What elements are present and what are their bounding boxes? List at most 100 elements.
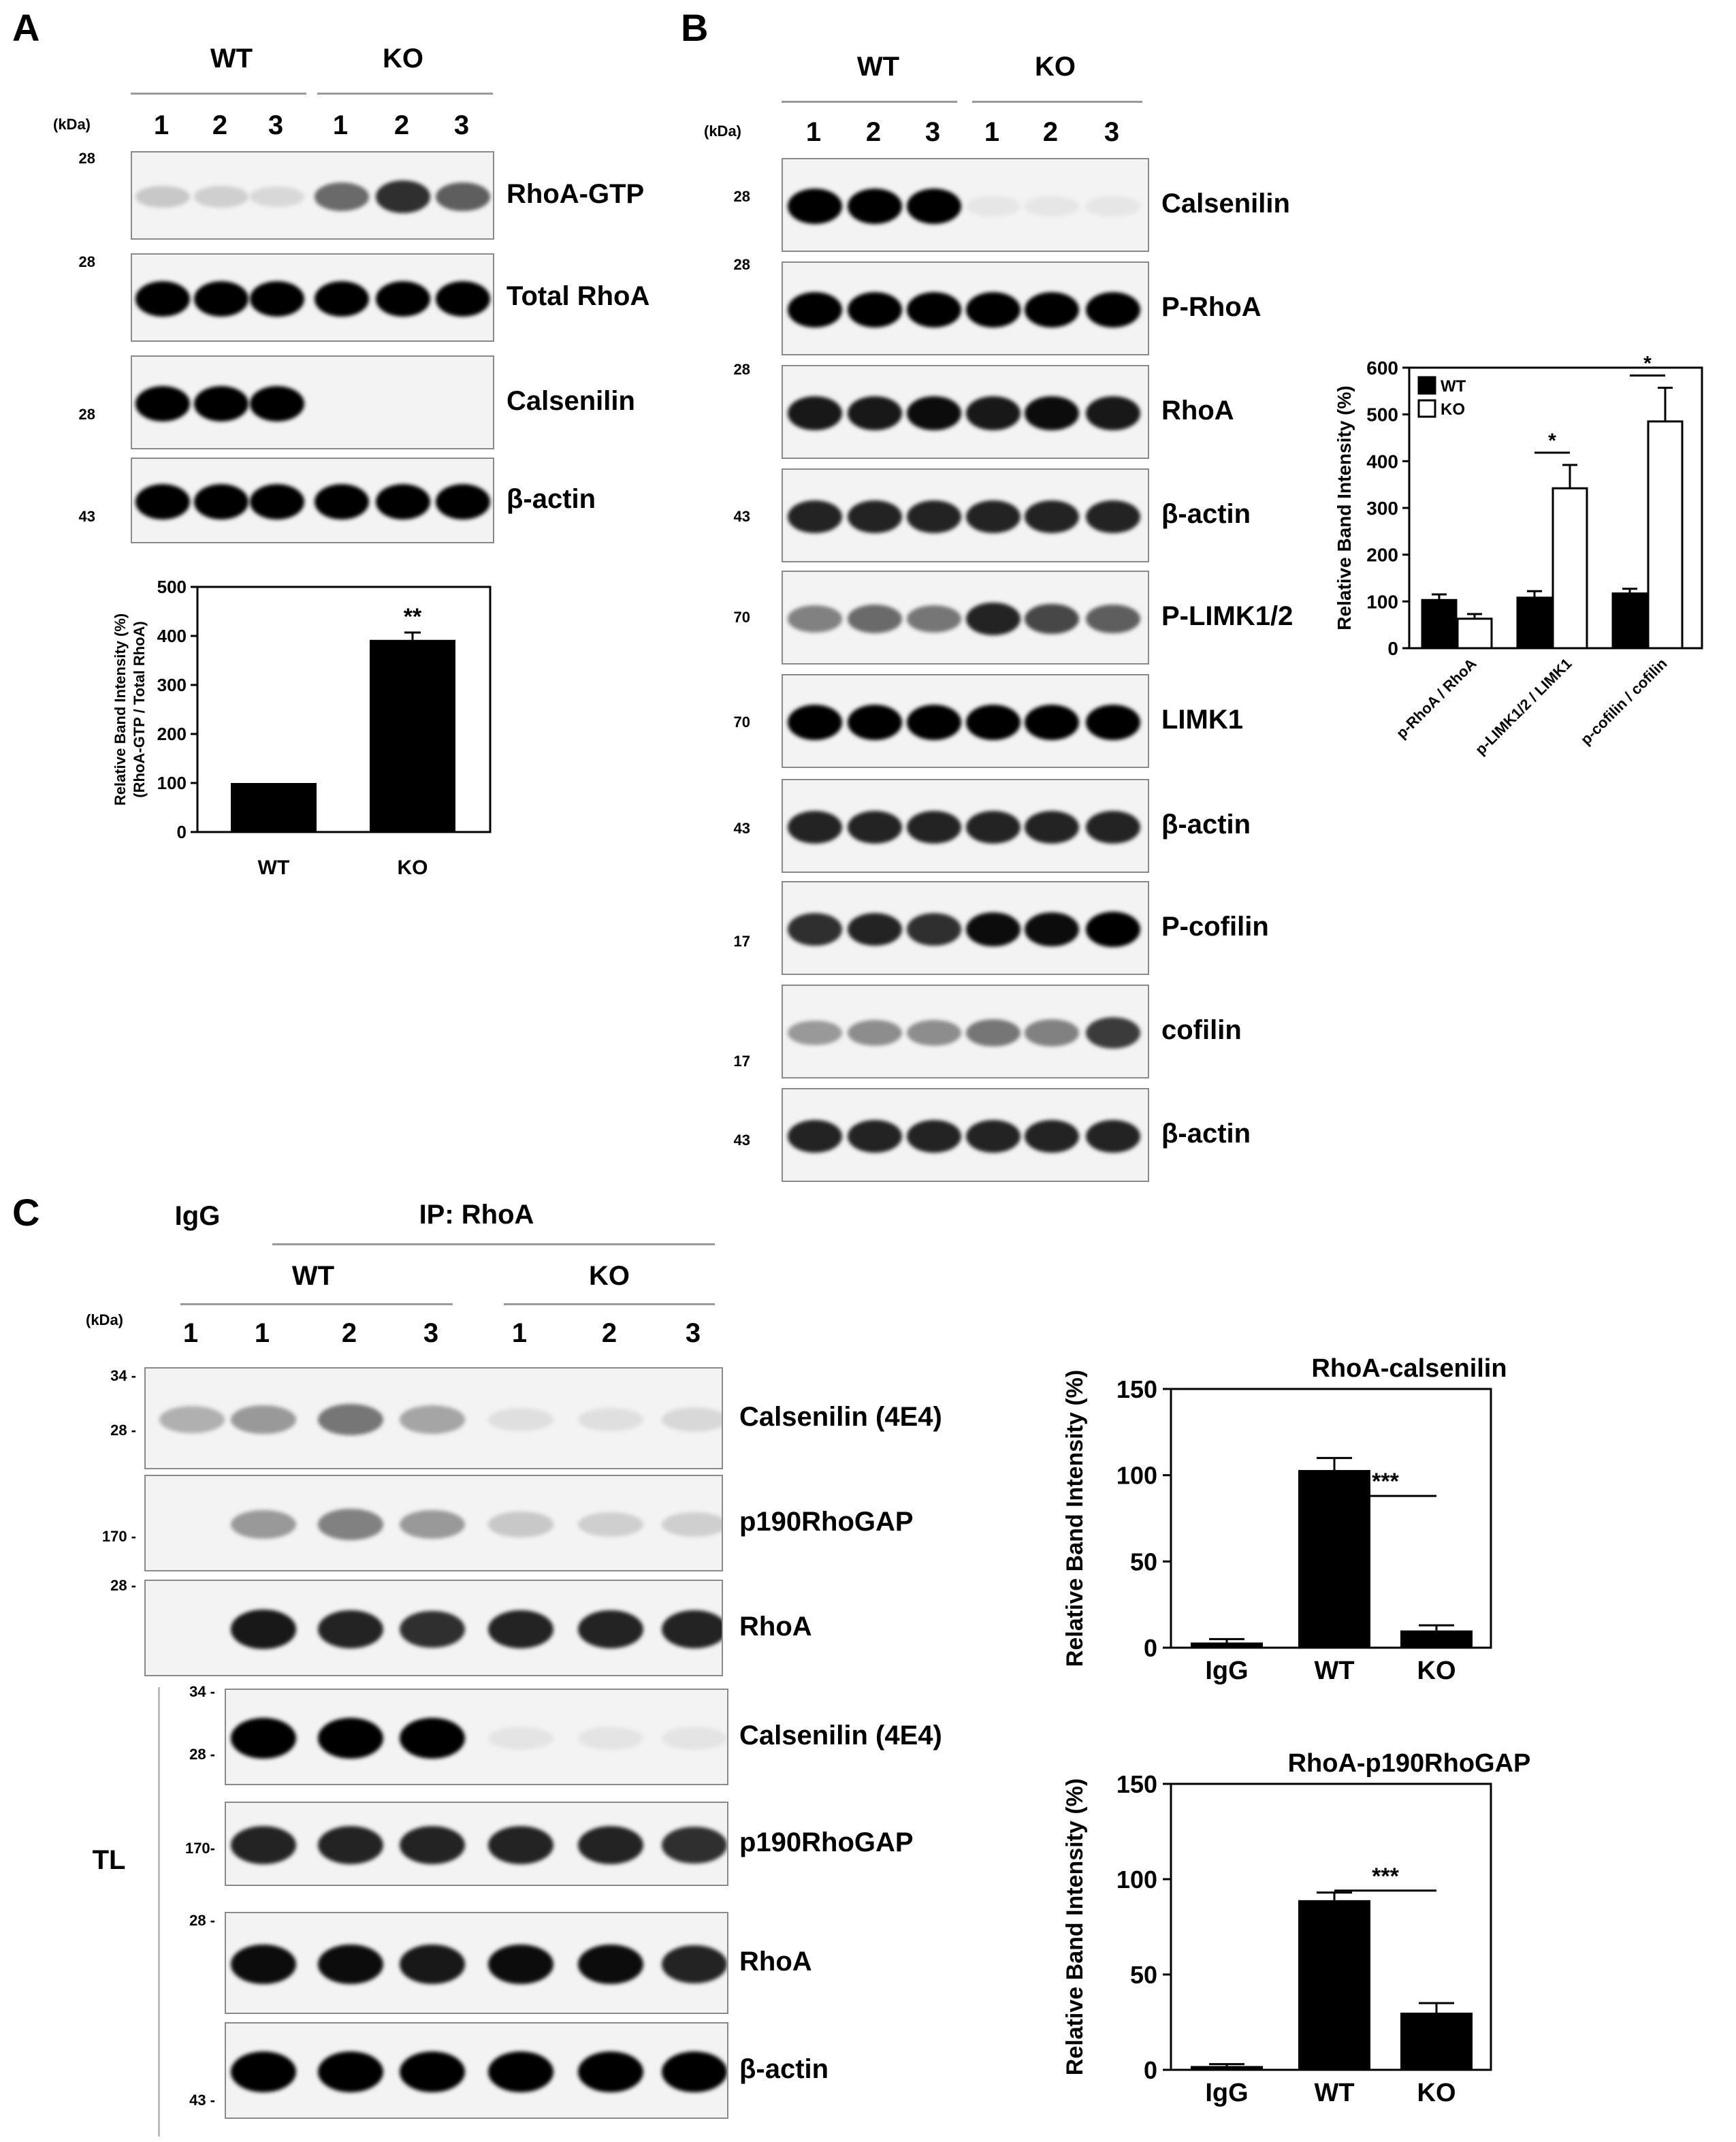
band [231, 1944, 296, 1985]
kda-label: (kDa) [53, 116, 91, 133]
significance-marker: ** [404, 604, 422, 630]
band [578, 1826, 643, 1864]
band [376, 180, 430, 213]
band [1086, 604, 1140, 634]
band [436, 182, 490, 212]
group-underline-wt [131, 93, 306, 95]
mw-marker: 28 - [110, 1577, 136, 1594]
band [1086, 500, 1140, 534]
band [848, 605, 902, 633]
chart-panel-b: 0 100 200 300 400 500 600 * * WT KO p-RhoA / RhoA p-… [1321, 340, 1729, 831]
band [400, 1405, 465, 1434]
band [966, 912, 1020, 947]
mw-marker: 17 [733, 933, 750, 950]
band [907, 189, 961, 224]
band [578, 1727, 643, 1750]
y-tick-label: 100 [1116, 1462, 1157, 1490]
band [907, 605, 961, 633]
blot-image [144, 1580, 723, 1676]
band [194, 484, 248, 519]
tl-label: TL [92, 1845, 126, 1875]
band [848, 292, 902, 327]
band [578, 1407, 643, 1432]
bar [1552, 487, 1588, 650]
chart-svg: 0 100 200 300 400 500 WT KO ** Relative Band Inte… [112, 577, 492, 879]
band [1086, 810, 1140, 844]
band [788, 396, 842, 430]
band [135, 386, 190, 421]
blot-image [782, 779, 1149, 873]
band [318, 1610, 383, 1648]
tl-bracket-line [158, 1687, 160, 2137]
band [231, 2051, 296, 2092]
blot-image [225, 1912, 728, 2014]
band [159, 1406, 225, 1433]
group-underline-wt [180, 1303, 453, 1305]
group-label-wt: WT [856, 52, 900, 82]
band [907, 1020, 961, 1046]
lane-number: 1 [153, 110, 170, 140]
band [966, 396, 1020, 430]
blot-label: LIMK1 [1161, 705, 1243, 735]
lane-number: 3 [1104, 117, 1120, 147]
band [966, 1019, 1020, 1047]
ip-underline [272, 1243, 715, 1245]
panel-letter-a: A [12, 6, 40, 49]
blot-label: Total RhoA [507, 281, 650, 311]
band [1025, 705, 1079, 740]
band [488, 1727, 553, 1750]
blot-image [782, 985, 1149, 1078]
band [194, 186, 248, 208]
band [376, 484, 430, 519]
lane-number: 3 [685, 1318, 701, 1348]
band [318, 1403, 383, 1436]
lane-number: 1 [254, 1318, 270, 1348]
bar [1400, 1630, 1473, 1648]
band [848, 500, 902, 534]
x-tick-label: p-cofilin / cofilin [1577, 655, 1671, 748]
band [578, 1944, 643, 1985]
band [231, 1509, 296, 1539]
lane-number: 2 [212, 110, 228, 140]
band [318, 1826, 383, 1864]
band [400, 1509, 465, 1539]
bar [1191, 2066, 1263, 2070]
band [1025, 912, 1079, 947]
blot-label: Calsenilin [1161, 189, 1290, 219]
chart-rhoa-calsenilin: RhoA-calsenilin 0 50 100 150 IgG WT KO *** Relati… [1042, 1348, 1532, 1702]
blot-label: p190RhoGAP [739, 1507, 914, 1537]
band [1086, 292, 1140, 327]
x-tick-label: KO [398, 857, 428, 879]
blot-label: β-actin [1161, 1119, 1251, 1149]
group-label-ko: KO [383, 44, 423, 74]
x-tick-label: KO [1417, 2079, 1456, 2107]
blot-label: Calsenilin (4E4) [739, 1402, 942, 1432]
lane-number: 2 [393, 110, 410, 140]
significance-marker: *** [1372, 1864, 1399, 1889]
band [848, 912, 902, 946]
x-tick-label: WT [1314, 1657, 1354, 1685]
y-tick-label: 100 [1116, 1866, 1157, 1893]
band [662, 1727, 727, 1750]
band [966, 602, 1020, 636]
band [662, 1945, 727, 1983]
band [318, 1509, 383, 1540]
band [231, 1718, 296, 1759]
band [315, 484, 369, 519]
band [966, 810, 1020, 844]
band [907, 705, 961, 740]
band [907, 292, 961, 327]
band [966, 705, 1020, 740]
blot-label: β-actin [739, 2054, 829, 2084]
band [788, 605, 842, 633]
blot-image [782, 365, 1149, 459]
band [966, 196, 1020, 217]
band [788, 1020, 842, 1046]
legend-swatch [1417, 376, 1436, 395]
band [1086, 1119, 1140, 1153]
blot-label: β-actin [507, 484, 596, 514]
mw-marker: 43 [733, 820, 750, 837]
band [250, 386, 304, 421]
x-tick-label: IgG [1205, 1657, 1248, 1685]
band [194, 281, 248, 317]
